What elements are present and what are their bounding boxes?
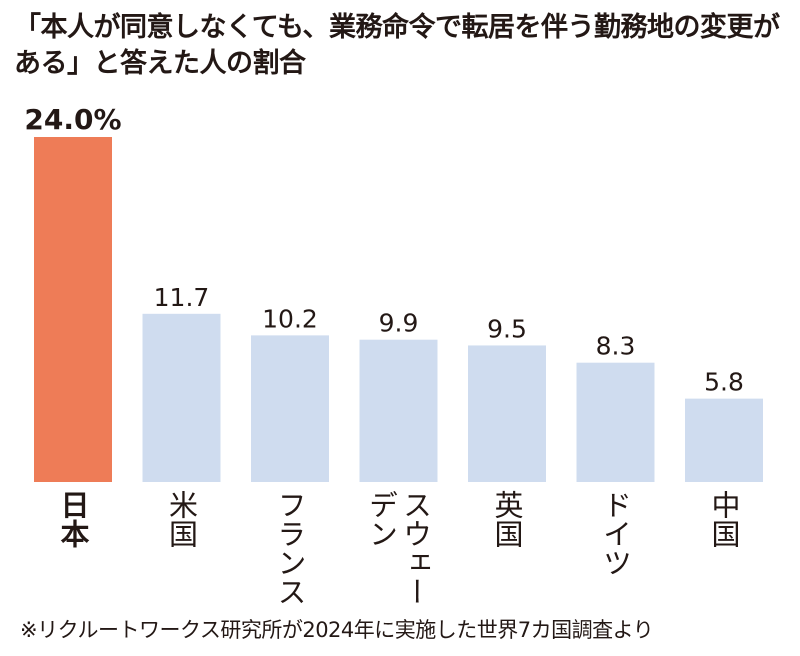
category-label-1: 米国 (164, 490, 199, 548)
chart-title: 「本人が同意しなくても、業務命令で転居を伴う勤務地の変更がある」と答えた人の割合 (14, 12, 780, 79)
bar-3 (359, 339, 438, 482)
data-label-0: 24.0% (24, 103, 121, 136)
data-label-5: 8.3 (596, 332, 636, 361)
bar-5 (576, 362, 655, 482)
category-label-6: 中国 (707, 490, 741, 548)
data-label-4: 9.5 (487, 314, 527, 343)
bar-1 (142, 313, 221, 482)
category-label-0: 日本 (56, 490, 90, 548)
category-label-5: ドイツ (598, 490, 633, 577)
data-label-3: 9.9 (379, 309, 419, 338)
category-label-2: フランス (273, 490, 307, 606)
category-label-4: 英国 (490, 490, 524, 548)
bar-0 (34, 137, 112, 482)
footnote: ※リクルートワークス研究所が2024年に実施した世界7カ国調査より (20, 618, 654, 642)
bar-6 (685, 398, 763, 482)
data-label-2: 10.2 (262, 304, 318, 333)
bar-4 (468, 345, 546, 482)
data-label-1: 11.7 (154, 283, 210, 312)
category-label-3: スウェーデン (364, 490, 433, 606)
data-label-6: 5.8 (704, 368, 744, 397)
bar-2 (251, 335, 329, 482)
